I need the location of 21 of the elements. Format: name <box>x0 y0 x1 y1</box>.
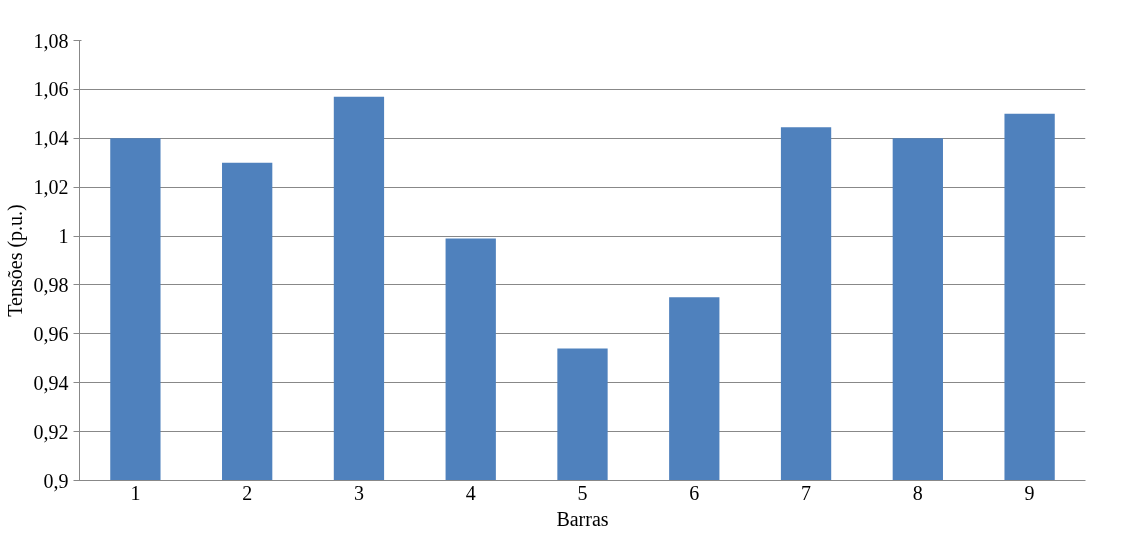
y-tick-label: 0,9 <box>43 469 69 492</box>
x-tick-label: 6 <box>689 481 700 504</box>
x-tick-label: 5 <box>577 481 588 504</box>
y-tick-label: 1,06 <box>33 78 69 101</box>
y-tick-label: 0,96 <box>33 322 69 345</box>
x-axis-title: Barras <box>556 507 609 530</box>
x-tick-label: 7 <box>801 481 812 504</box>
y-tick-label: 1,08 <box>33 29 69 52</box>
y-tick-label: 0,92 <box>33 420 69 443</box>
x-tick-label: 8 <box>912 481 923 504</box>
y-tick-label: 1 <box>58 225 69 248</box>
y-axis-title: Tensões (p.u.) <box>3 204 27 317</box>
x-tick-label: 3 <box>353 481 364 504</box>
x-tick-label: 9 <box>1024 481 1035 504</box>
y-tick-label: 0,98 <box>33 273 69 296</box>
x-tick-label: 1 <box>130 481 141 504</box>
y-tick-label: 1,04 <box>33 127 69 150</box>
x-tick-label: 2 <box>242 481 253 504</box>
y-tick-label: 0,94 <box>33 371 69 394</box>
x-tick-label: 4 <box>465 481 476 504</box>
y-tick-label: 1,02 <box>33 176 69 199</box>
